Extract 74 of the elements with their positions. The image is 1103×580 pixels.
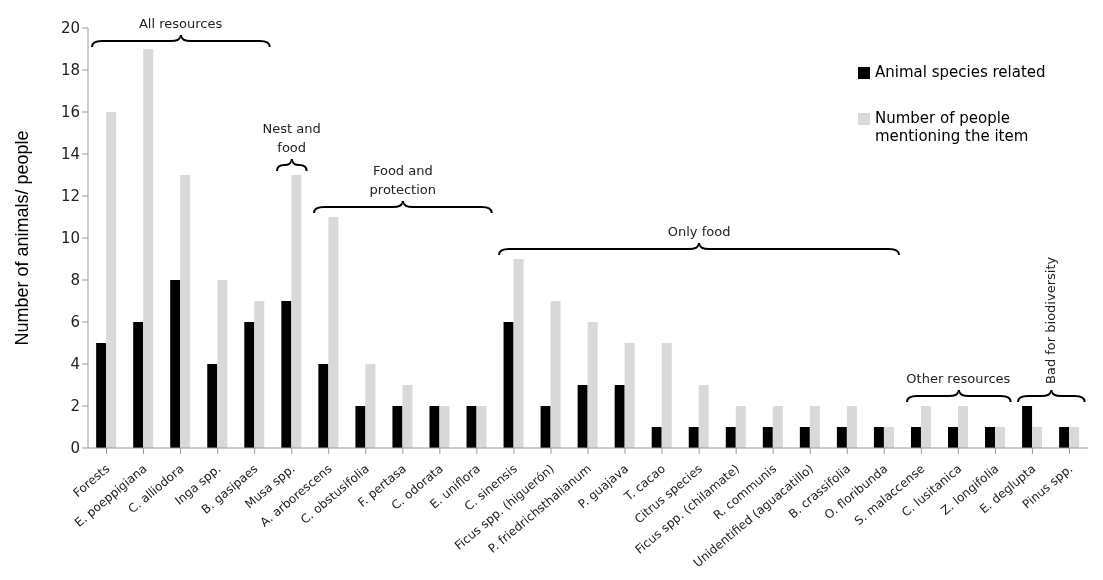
bar — [836, 427, 847, 448]
bar — [587, 322, 598, 448]
y-tick-label: 8 — [70, 271, 80, 290]
bar — [254, 301, 265, 448]
y-tick-label: 10 — [60, 229, 80, 248]
bar — [698, 385, 709, 448]
bar — [985, 427, 996, 448]
bar — [133, 322, 144, 448]
bar — [661, 343, 672, 448]
bar — [429, 406, 440, 448]
bar — [799, 427, 810, 448]
bar — [920, 406, 931, 448]
annotation: Other resources — [905, 369, 1012, 388]
bar — [513, 259, 524, 448]
bar — [392, 406, 403, 448]
y-tick-label: 12 — [60, 187, 80, 206]
bar — [873, 427, 884, 448]
bar — [328, 217, 339, 448]
bar — [503, 322, 514, 448]
bar — [318, 364, 329, 448]
bar — [96, 343, 107, 448]
y-tick-label: 18 — [60, 61, 80, 80]
bar — [1022, 406, 1033, 448]
bar — [466, 406, 477, 448]
annotation: All resources — [137, 14, 224, 33]
bar — [217, 280, 228, 448]
bar — [762, 427, 773, 448]
bar — [948, 427, 958, 448]
bar — [910, 427, 921, 448]
bar — [725, 427, 736, 448]
bar — [244, 322, 255, 448]
bar — [651, 427, 662, 448]
bar — [365, 364, 376, 448]
bar — [995, 427, 1006, 448]
bar — [735, 406, 746, 448]
annotation: Food and protection — [368, 161, 437, 199]
bar — [439, 406, 450, 448]
y-axis-title: Number of animals/ people — [12, 130, 33, 346]
y-tick-label: 20 — [60, 19, 80, 38]
bar — [1059, 427, 1070, 448]
bar — [883, 427, 894, 448]
y-tick-label: 0 — [70, 439, 80, 458]
y-tick-label: 16 — [60, 103, 80, 122]
legend-label: Animal species related — [875, 63, 1046, 81]
bar — [1069, 427, 1080, 448]
bar — [281, 301, 292, 448]
bar — [106, 112, 117, 448]
bar — [291, 175, 302, 448]
bar — [180, 175, 191, 448]
bar — [402, 385, 413, 448]
bar — [207, 364, 218, 448]
bar — [355, 406, 366, 448]
y-tick-label: 2 — [70, 397, 80, 416]
bar — [1032, 427, 1043, 448]
annotation: Bad for biodiversity — [1041, 256, 1059, 384]
annotation: Nest and food — [261, 119, 322, 157]
bar — [688, 427, 699, 448]
bar — [540, 406, 551, 448]
annotation: Only food — [666, 222, 732, 241]
bar — [614, 385, 625, 448]
y-tick-label: 14 — [60, 145, 80, 164]
bar — [772, 406, 783, 448]
y-tick-label: 6 — [70, 313, 80, 332]
bar — [143, 49, 154, 448]
bar — [550, 301, 561, 448]
bar — [809, 406, 820, 448]
bar — [958, 406, 968, 448]
y-tick-label: 4 — [70, 355, 80, 374]
bar — [846, 406, 857, 448]
bar — [476, 406, 487, 448]
legend-label: Number of people mentioning the item — [875, 109, 1030, 145]
bar — [170, 280, 181, 448]
bar — [577, 385, 588, 448]
bar — [624, 343, 635, 448]
